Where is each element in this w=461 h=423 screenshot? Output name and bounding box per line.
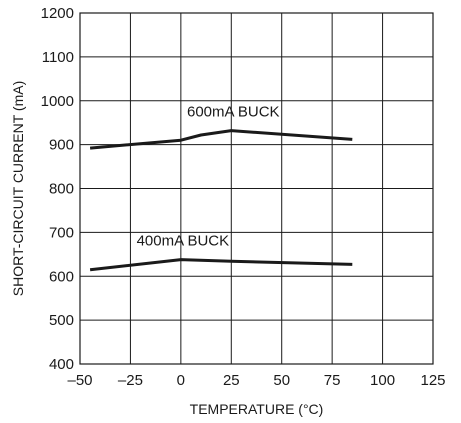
x-tick-label: 25	[223, 372, 240, 389]
y-axis-label: SHORT-CIRCUIT CURRENT (mA)	[10, 81, 26, 296]
y-tick-label: 1000	[41, 93, 74, 110]
x-tick-label: 75	[324, 372, 341, 389]
y-tick-label: 400	[49, 356, 74, 373]
x-tick-labels: –50 –25 0 25 50 75 100 125	[67, 372, 445, 389]
grid	[80, 13, 433, 364]
series-line	[89, 258, 353, 272]
x-axis-label: TEMPERATURE (°C)	[190, 401, 324, 417]
x-tick-label: 125	[420, 372, 445, 389]
series-line	[89, 129, 353, 150]
y-tick-label: 900	[49, 137, 74, 154]
x-tick-label: –50	[67, 372, 92, 389]
y-tick-label: 500	[49, 312, 74, 329]
series-label: 400mA BUCK	[137, 233, 230, 250]
y-tick-label: 700	[49, 224, 74, 241]
series-group	[89, 129, 353, 272]
y-tick-label: 800	[49, 181, 74, 198]
y-tick-labels: 400 500 600 700 800 900 1000 1100 1200	[41, 5, 74, 373]
y-tick-label: 1100	[42, 49, 74, 66]
series-label: 600mA BUCK	[187, 104, 280, 121]
series-labels: 600mA BUCK 400mA BUCK	[137, 104, 280, 250]
x-tick-label: 50	[273, 372, 290, 389]
x-tick-label: 100	[370, 372, 395, 389]
y-tick-label: 1200	[41, 5, 74, 22]
plot-frame	[79, 12, 434, 365]
x-tick-label: –25	[118, 372, 143, 389]
x-tick-label: 0	[177, 372, 185, 389]
y-tick-label: 600	[49, 268, 74, 285]
